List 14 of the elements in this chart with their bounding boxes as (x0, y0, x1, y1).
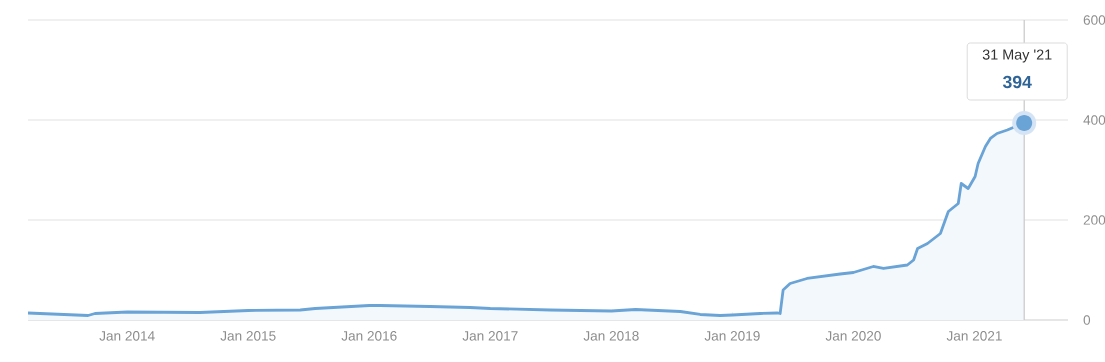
x-tick-label: Jan 2016 (341, 331, 397, 341)
x-tick-label: Jan 2014 (99, 331, 155, 341)
x-tick-label: Jan 2015 (220, 331, 276, 341)
x-tick-label: Jan 2018 (583, 331, 639, 341)
y-tick-label: 200 (1083, 215, 1105, 225)
y-tick-label: 600 (1083, 15, 1105, 25)
y-tick-label: 400 (1083, 115, 1105, 125)
x-tick-label: Jan 2017 (462, 331, 518, 341)
x-tick-label: Jan 2021 (946, 331, 1002, 341)
x-tick-label: Jan 2020 (825, 331, 881, 341)
x-tick-label: Jan 2019 (704, 331, 760, 341)
y-tick-label: 0 (1083, 315, 1091, 325)
annotation: 31 May '21 (982, 49, 1052, 63)
annotation: 394 (1002, 75, 1032, 89)
